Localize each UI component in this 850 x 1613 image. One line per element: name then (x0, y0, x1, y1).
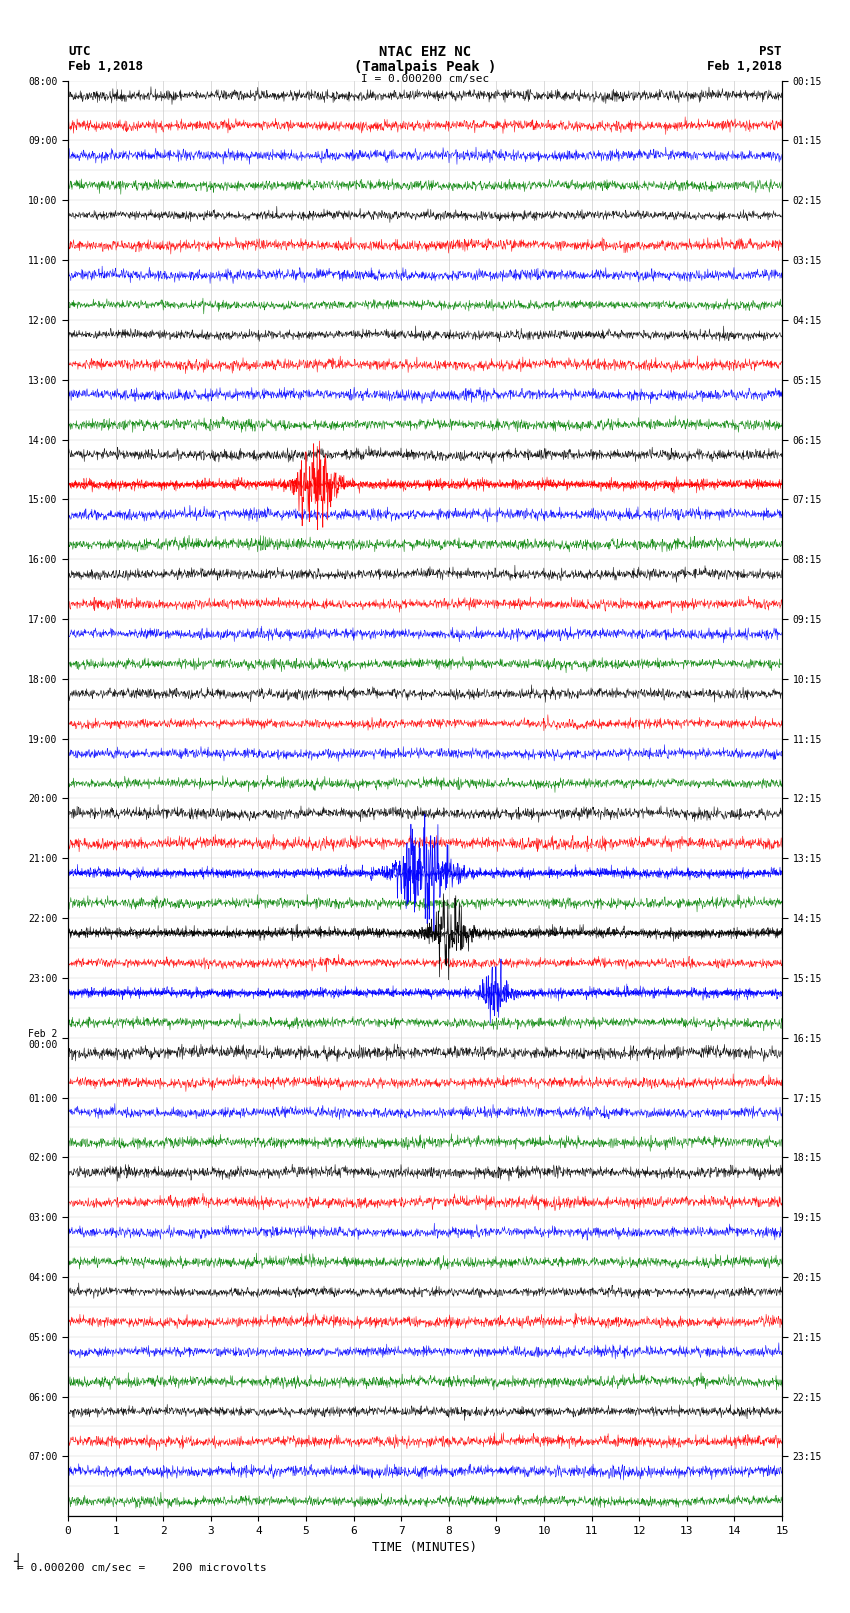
Text: PST: PST (760, 45, 782, 58)
Text: = 0.000200 cm/sec =    200 microvolts: = 0.000200 cm/sec = 200 microvolts (17, 1563, 267, 1573)
Text: Feb 1,2018: Feb 1,2018 (707, 60, 782, 73)
Text: UTC: UTC (68, 45, 90, 58)
Text: (Tamalpais Peak ): (Tamalpais Peak ) (354, 60, 496, 74)
Text: NTAC EHZ NC: NTAC EHZ NC (379, 45, 471, 60)
Text: ┤: ┤ (13, 1553, 21, 1569)
X-axis label: TIME (MINUTES): TIME (MINUTES) (372, 1542, 478, 1555)
Text: Feb 1,2018: Feb 1,2018 (68, 60, 143, 73)
Text: I = 0.000200 cm/sec: I = 0.000200 cm/sec (361, 74, 489, 84)
